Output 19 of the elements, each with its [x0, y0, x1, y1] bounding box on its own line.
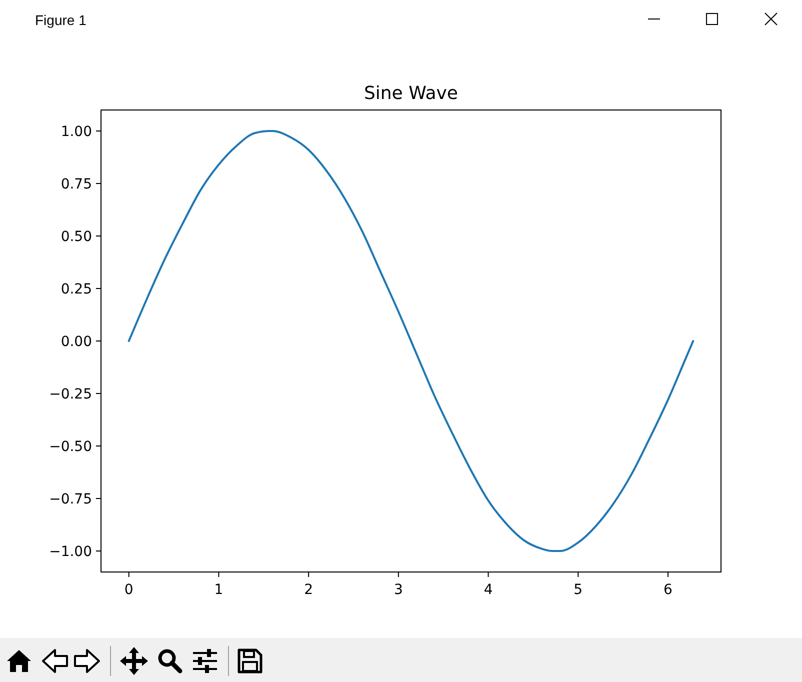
x-tick-label: 3: [394, 582, 403, 598]
y-tick-label: 0.25: [60, 282, 92, 298]
y-tick-label: −0.75: [49, 492, 92, 508]
x-tick-label: 1: [214, 582, 224, 598]
x-tick-label: 2: [304, 582, 314, 598]
x-tick-label: 4: [484, 582, 493, 598]
chart-title: Sine Wave: [364, 83, 458, 104]
x-tick-label: 6: [664, 582, 673, 598]
y-tick-label: 0.50: [60, 229, 92, 245]
caption: Figure 1: [35, 12, 87, 28]
y-tick-label: −0.25: [49, 386, 92, 402]
y-tick-label: −0.50: [49, 439, 92, 455]
y-tick-label: 1.00: [60, 124, 92, 140]
y-tick-label: 0.00: [60, 334, 92, 350]
y-tick-label: −1.00: [49, 544, 92, 560]
line-series: [128, 130, 694, 552]
x-tick-label: 5: [574, 582, 583, 598]
x-tick-label: 0: [124, 582, 134, 598]
y-tick-label: 0.75: [60, 176, 92, 192]
